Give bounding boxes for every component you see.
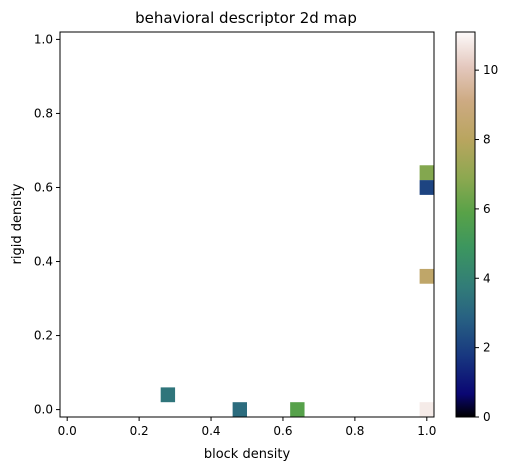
- y-tick-label: 0.8: [34, 106, 53, 120]
- heatmap-cell: [232, 402, 247, 417]
- x-tick-label: 0.2: [130, 424, 149, 438]
- colorbar-tick-label: 6: [483, 202, 491, 216]
- x-tick-label: 0.8: [345, 424, 364, 438]
- y-tick-label: 0.2: [34, 329, 53, 343]
- heatmap-cell: [290, 402, 305, 417]
- heatmap-cell: [419, 268, 434, 284]
- x-tick-label: 0.4: [201, 424, 220, 438]
- colorbar-tick-label: 4: [483, 271, 491, 285]
- y-tick-label: 0.0: [34, 403, 53, 417]
- colorbar-tick-label: 2: [483, 341, 491, 355]
- heatmap-cell: [160, 387, 176, 403]
- colorbar-ticks: 0 2 4 6 8 10: [475, 63, 498, 424]
- chart-title: behavioral descriptor 2d map: [135, 9, 357, 27]
- y-tick-label: 1.0: [34, 32, 53, 46]
- y-axis-ticks: 0.0 0.2 0.4 0.6 0.8 1.0: [34, 32, 60, 417]
- heatmap-cell: [419, 180, 434, 195]
- x-axis-label: block density: [204, 447, 291, 462]
- y-tick-label: 0.4: [34, 255, 53, 269]
- y-tick-label: 0.6: [34, 180, 53, 194]
- plot-frame: [59, 31, 435, 418]
- x-tick-label: 1.0: [417, 424, 436, 438]
- colorbar-tick-label: 10: [483, 63, 498, 77]
- plot-area: [60, 32, 434, 417]
- heatmap-cells: [160, 165, 434, 417]
- heatmap-cell: [419, 165, 434, 181]
- colorbar: [455, 31, 476, 418]
- heatmap-cell: [419, 402, 434, 417]
- y-axis-label: rigid density: [10, 183, 25, 264]
- x-tick-label: 0.0: [58, 424, 77, 438]
- x-tick-label: 0.6: [273, 424, 292, 438]
- x-axis-ticks: 0.0 0.2 0.4 0.6 0.8 1.0: [58, 417, 436, 438]
- colorbar-tick-label: 8: [483, 133, 491, 147]
- colorbar-tick-label: 0: [483, 410, 491, 424]
